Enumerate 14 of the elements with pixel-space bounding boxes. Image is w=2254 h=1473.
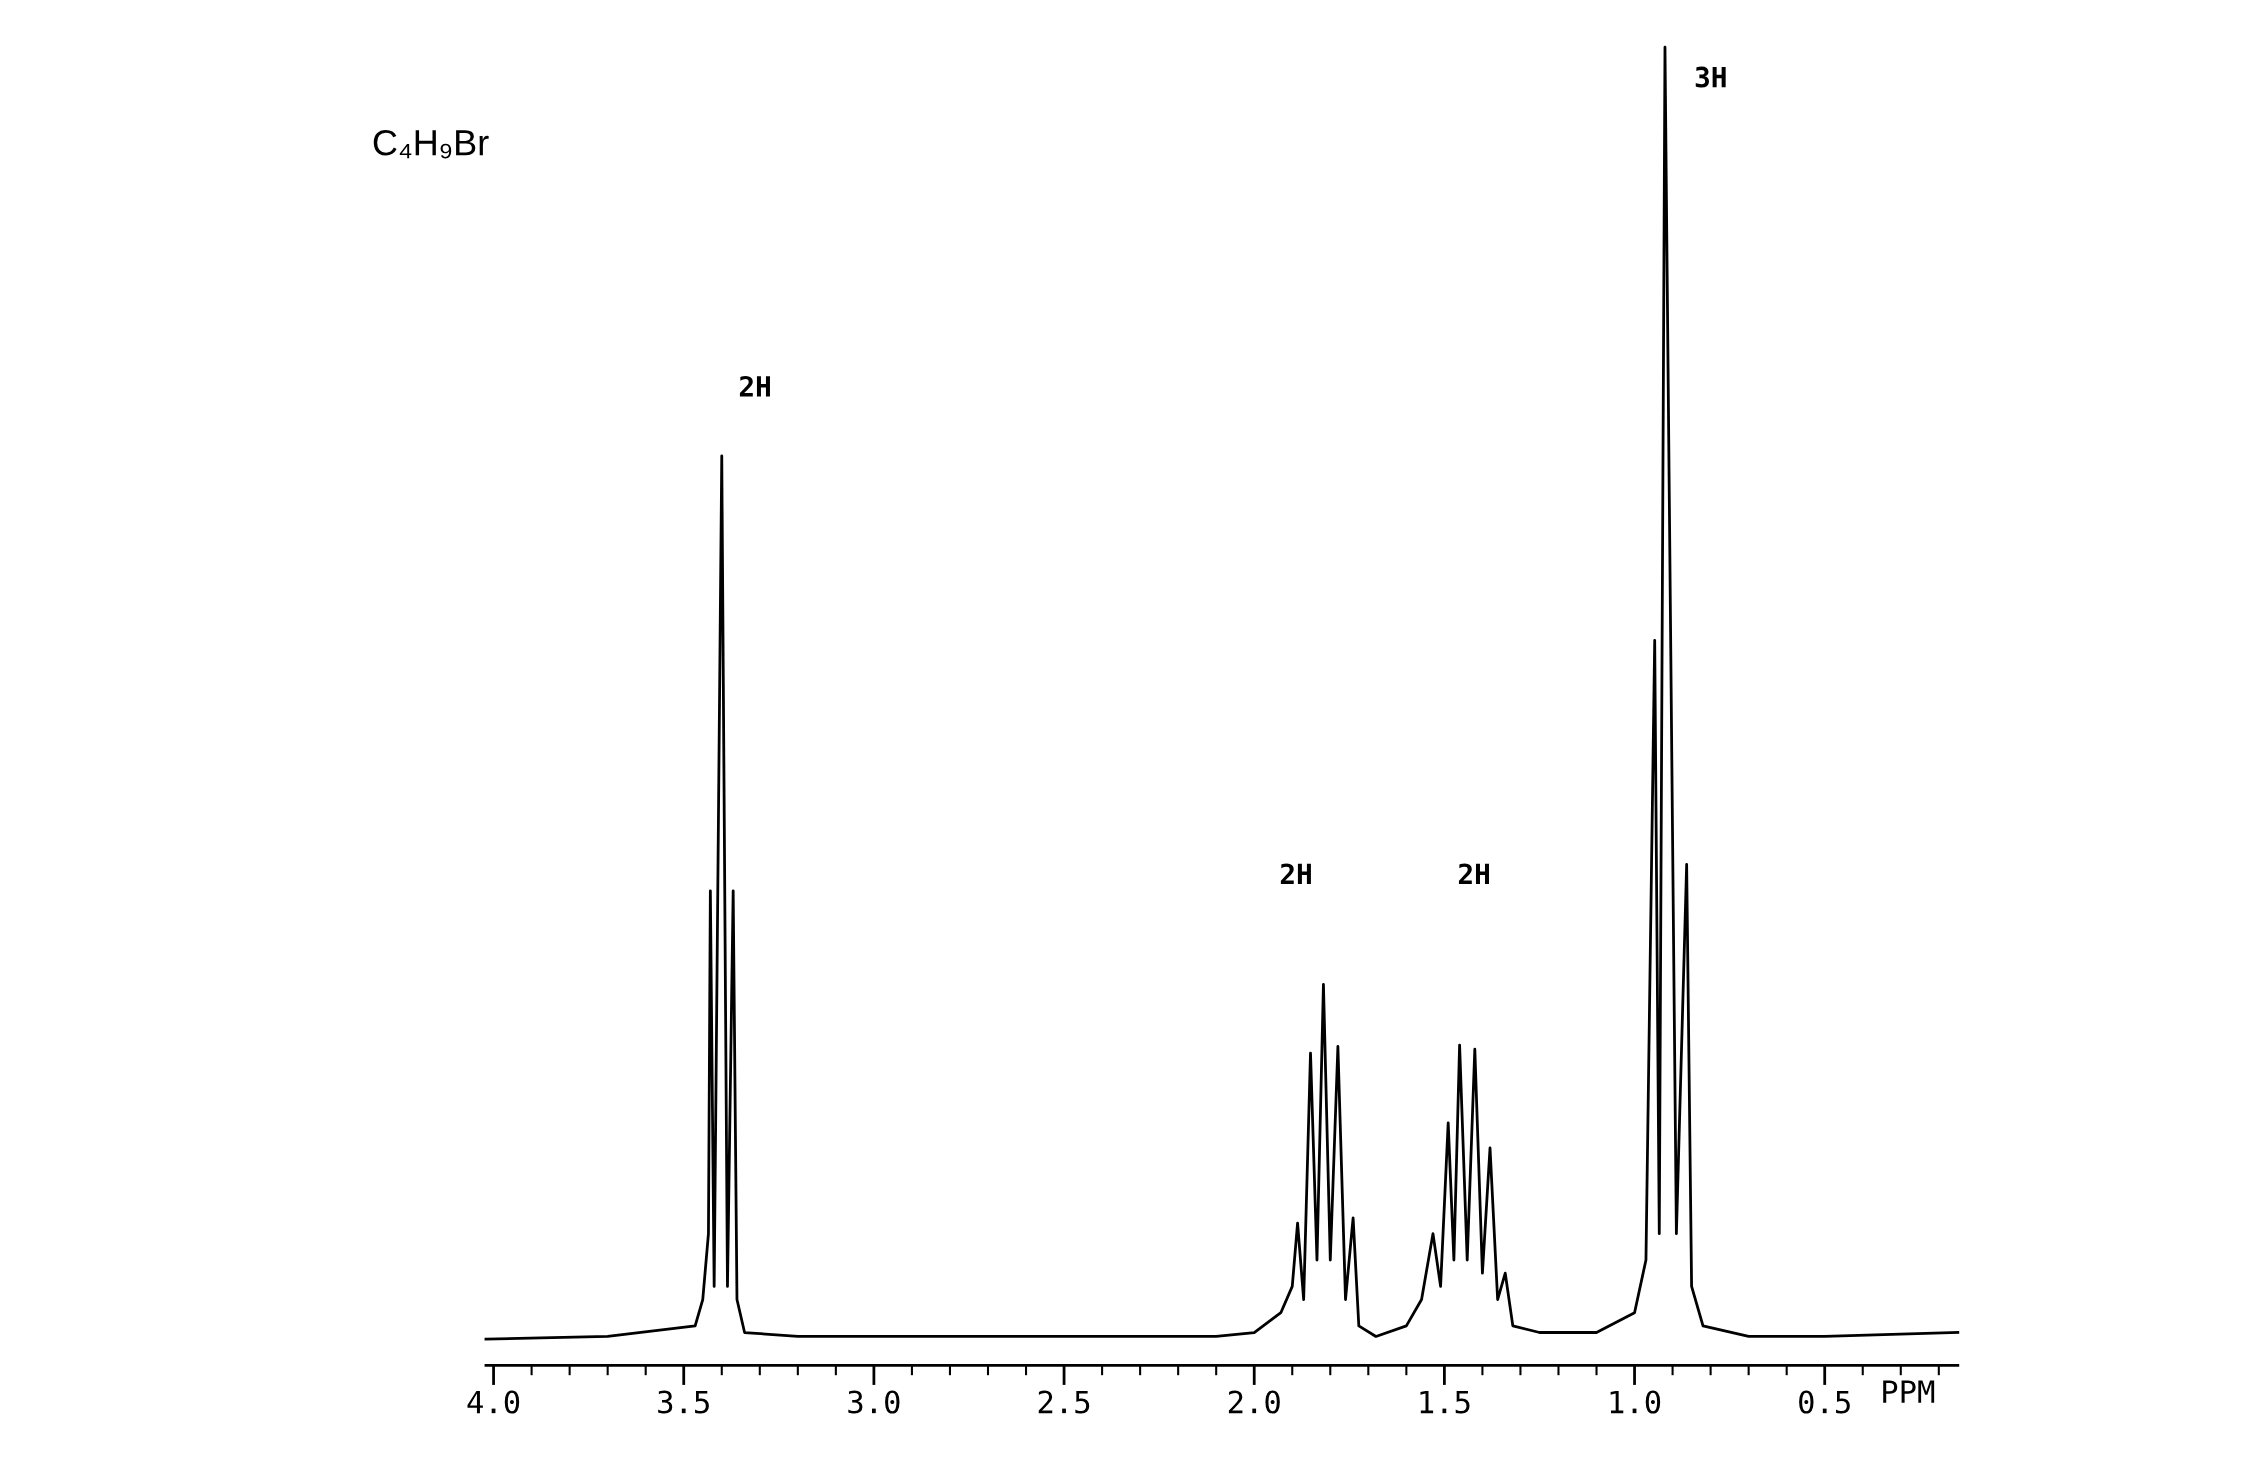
x-tick-label: 3.5 <box>658 1390 709 1414</box>
x-tick-label: 2.5 <box>1038 1390 1090 1414</box>
x-tick-label: 4.0 <box>467 1390 520 1414</box>
annotation: 2H <box>1280 863 1311 885</box>
annotation: 2H <box>739 375 770 397</box>
annotation: 2H <box>1458 863 1489 885</box>
x-tick-label: 1.5 <box>1420 1390 1470 1414</box>
x-tick-label: 0.5 <box>1799 1390 1850 1414</box>
x-tick-label: 2.0 <box>1228 1390 1280 1414</box>
annotation: 3H <box>1695 66 1726 88</box>
annotation: C₄H₉Br <box>373 129 489 159</box>
x-axis-title: PPM <box>1883 1380 1935 1403</box>
x-tick-label: 3.0 <box>848 1390 900 1414</box>
x-tick-label: 1.0 <box>1610 1390 1661 1414</box>
